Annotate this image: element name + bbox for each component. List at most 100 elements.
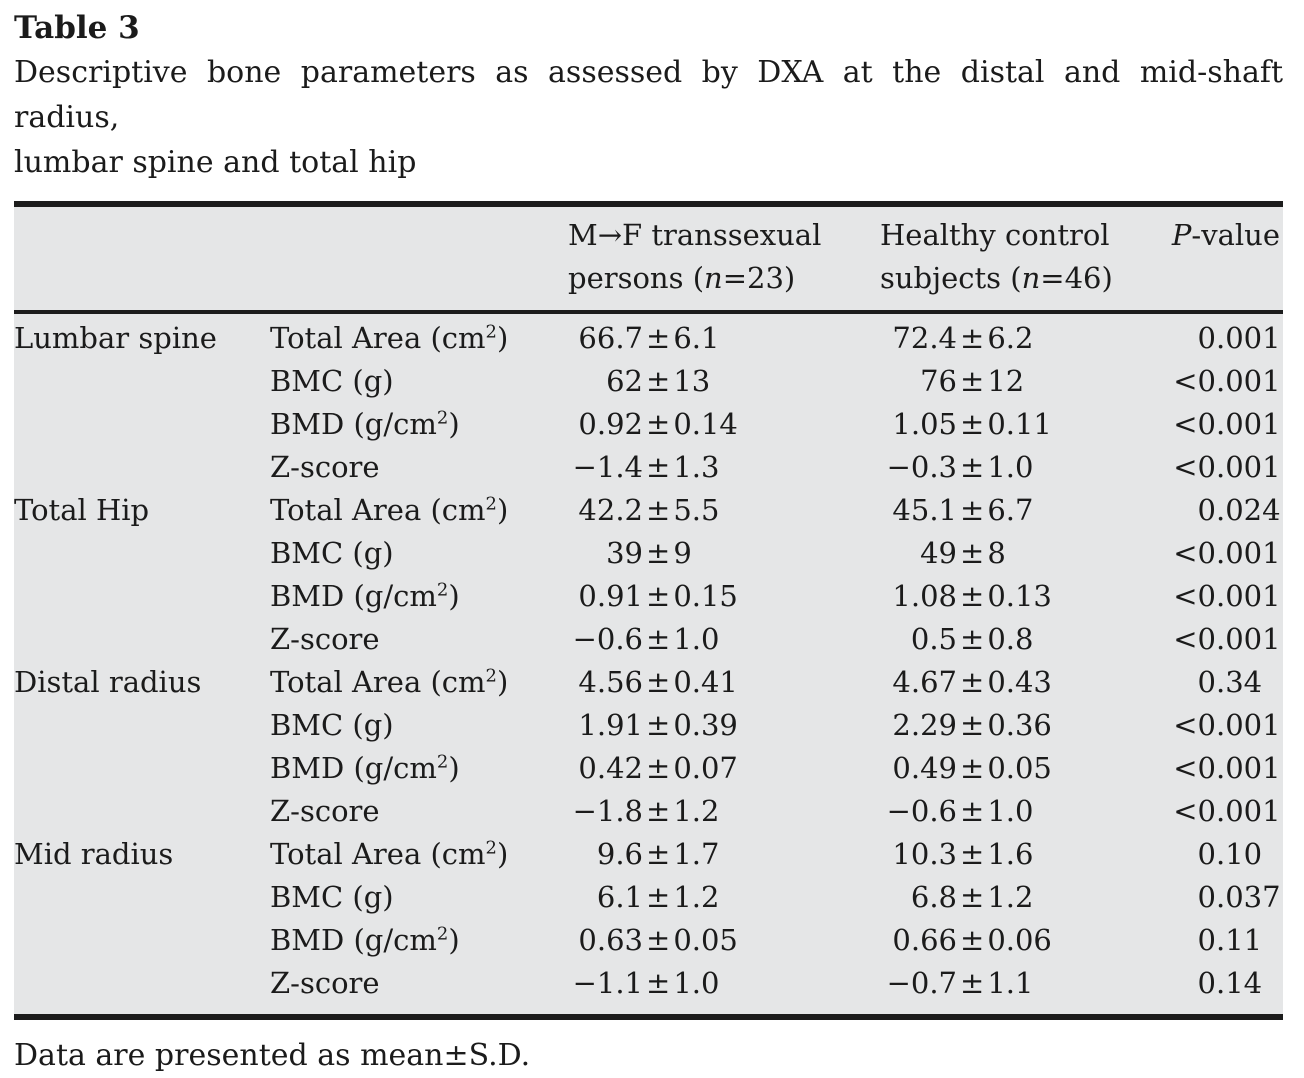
parameter-label: Z-score — [270, 450, 380, 484]
parameter-label: BMD (g/cm — [270, 751, 437, 785]
header-mf-line2-post: =23) — [722, 261, 796, 295]
pvalue-decimals: .001 — [1216, 450, 1281, 484]
hc-sd: 6.7 — [987, 493, 1034, 527]
hc-mean: −0.3 — [886, 450, 957, 484]
hc-sd: 1.1 — [987, 966, 1034, 1000]
header-p-rest: -value — [1191, 218, 1280, 252]
pvalue-prefix: <0 — [1173, 579, 1216, 613]
parameter-cell: Total Area (cm2) — [270, 489, 568, 532]
parameter-cell: Total Area (cm2) — [270, 833, 568, 876]
parameter-cell: BMC (g) — [270, 876, 568, 919]
hc-sd: 0.36 — [987, 708, 1052, 742]
pvalue-decimals: .001 — [1216, 321, 1281, 355]
table-caption-line2: lumbar spine and total hip — [14, 145, 417, 180]
plus-minus: ± — [646, 321, 671, 355]
plus-minus: ± — [960, 536, 985, 570]
mf-mean: 0.63 — [578, 923, 643, 957]
mf-value-cell: 6.1 ±1.2 — [568, 876, 880, 919]
parameter-cell: Total Area (cm2) — [270, 312, 568, 360]
pvalue-decimals: .001 — [1216, 579, 1281, 613]
plus-minus: ± — [646, 665, 671, 699]
table-row: Distal radius Total Area (cm2) 4.56 ±0.41… — [14, 661, 1283, 704]
pvalue-cell: <0.001 — [1170, 747, 1283, 790]
mf-sd: 1.0 — [673, 622, 720, 656]
superscript-2: 2 — [436, 751, 449, 773]
mf-sd: 9 — [673, 536, 692, 570]
mf-value-cell: 0.92 ±0.14 — [568, 403, 880, 446]
hc-mean: 1.05 — [892, 407, 957, 441]
mf-value-cell: 42.2 ±5.5 — [568, 489, 880, 532]
region-cell: Total Hip — [14, 493, 150, 527]
pvalue-cell: <0.001 — [1170, 618, 1283, 661]
hc-value-cell: −0.7 ±1.1 — [880, 962, 1170, 1017]
parameter-label: Total Area (cm — [270, 837, 486, 871]
pvalue-cell: <0.001 — [1170, 790, 1283, 833]
superscript-2: 2 — [436, 407, 449, 429]
region-cell — [14, 962, 270, 1017]
parameter-cell: BMD (g/cm2) — [270, 575, 568, 618]
region-cell — [14, 876, 270, 919]
header-row: M→F transsexual persons (n=23) Healthy c… — [14, 204, 1283, 314]
hc-mean: 49 — [920, 536, 957, 570]
pvalue-cell: <0.001 — [1170, 446, 1283, 489]
parameter-label: Z-score — [270, 622, 380, 656]
pvalue-cell: 0.10 — [1170, 833, 1283, 876]
header-mf-group: M→F transsexual persons (n=23) — [568, 204, 880, 314]
mf-sd: 0.39 — [673, 708, 738, 742]
pvalue-prefix: 0 — [1197, 493, 1216, 527]
mf-value-cell: 39 ±9 — [568, 532, 880, 575]
superscript-2: 2 — [436, 923, 449, 945]
hc-value-cell: 72.4 ±6.2 — [880, 312, 1170, 360]
table-number-title: Table 3 — [14, 10, 140, 46]
mf-mean: 0.42 — [578, 751, 643, 785]
parameter-close: ) — [496, 837, 509, 871]
pvalue-prefix: <0 — [1173, 536, 1216, 570]
hc-sd: 12 — [987, 364, 1025, 398]
parameter-label: Z-score — [270, 966, 380, 1000]
table-row: BMC (g) 62 ±13 76 ±12 <0.001 — [14, 360, 1283, 403]
table-row: Z-score −1.8 ±1.2 −0.6 ±1.0 <0.001 — [14, 790, 1283, 833]
table-row: Total Hip Total Area (cm2) 42.2 ±5.5 45.1… — [14, 489, 1283, 532]
pvalue-prefix: 0 — [1197, 880, 1216, 914]
mf-value-cell: 0.63 ±0.05 — [568, 919, 880, 962]
header-hc-n-italic: n — [1021, 261, 1041, 295]
parameter-cell: Z-score — [270, 618, 568, 661]
hc-sd: 1.6 — [987, 837, 1034, 871]
plus-minus: ± — [646, 751, 671, 785]
plus-minus: ± — [960, 450, 985, 484]
header-pvalue: P-value — [1170, 204, 1283, 314]
hc-mean: 0.49 — [892, 751, 957, 785]
mf-sd: 1.0 — [673, 966, 720, 1000]
pvalue-decimals: .001 — [1216, 622, 1281, 656]
plus-minus: ± — [960, 794, 985, 828]
parameter-cell: BMC (g) — [270, 532, 568, 575]
mf-sd: 0.07 — [673, 751, 738, 785]
mf-value-cell: −1.1 ±1.0 — [568, 962, 880, 1017]
parameter-cell: BMD (g/cm2) — [270, 747, 568, 790]
hc-sd: 0.05 — [987, 751, 1052, 785]
pvalue-prefix: <0 — [1173, 622, 1216, 656]
mf-value-cell: 66.7 ±6.1 — [568, 312, 880, 360]
pvalue-prefix: 0 — [1197, 665, 1216, 699]
plus-minus: ± — [646, 622, 671, 656]
table-row: BMD (g/cm2) 0.92 ±0.14 1.05 ±0.11 <0.001 — [14, 403, 1283, 446]
hc-value-cell: 10.3 ±1.6 — [880, 833, 1170, 876]
parameter-cell: BMC (g) — [270, 360, 568, 403]
pvalue-prefix: <0 — [1173, 708, 1216, 742]
parameter-label: Total Area (cm — [270, 665, 486, 699]
plus-minus: ± — [646, 450, 671, 484]
header-mf-n-italic: n — [704, 261, 723, 295]
mf-mean: −1.4 — [572, 450, 643, 484]
hc-value-cell: 4.67 ±0.43 — [880, 661, 1170, 704]
plus-minus: ± — [646, 493, 671, 527]
mf-value-cell: 0.91 ±0.15 — [568, 575, 880, 618]
hc-sd: 0.43 — [987, 665, 1052, 699]
plus-minus: ± — [646, 837, 671, 871]
pvalue-decimals: .001 — [1216, 364, 1281, 398]
mf-sd: 1.2 — [673, 794, 720, 828]
mf-mean: −0.6 — [572, 622, 643, 656]
parameter-cell: Total Area (cm2) — [270, 661, 568, 704]
hc-mean: 0.5 — [910, 622, 957, 656]
mf-value-cell: 9.6 ±1.7 — [568, 833, 880, 876]
mf-mean: 42.2 — [578, 493, 643, 527]
